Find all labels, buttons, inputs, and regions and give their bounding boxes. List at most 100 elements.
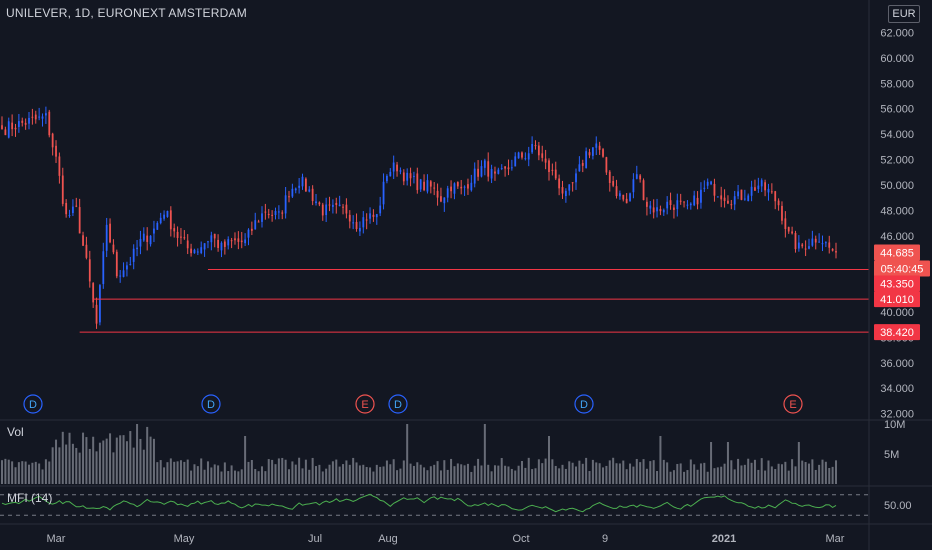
candle-body	[436, 190, 439, 198]
candle-body	[673, 207, 675, 210]
candle-body	[102, 251, 105, 284]
candle-body	[581, 163, 584, 166]
candle-body	[21, 120, 24, 123]
volume-bar	[294, 464, 297, 484]
volume-bar	[156, 462, 159, 484]
candle-body	[541, 153, 544, 158]
candle-body	[294, 188, 297, 191]
volume-bar	[531, 469, 534, 484]
event-marker-circle	[355, 394, 375, 414]
candle-body	[264, 211, 267, 213]
candle-body	[460, 186, 463, 189]
volume-bar	[669, 471, 672, 484]
volume-bar	[770, 466, 773, 484]
candle-body	[55, 145, 57, 157]
candle-body	[828, 242, 831, 248]
volume-bar	[301, 468, 304, 484]
candle-body	[568, 184, 571, 191]
candle-body	[639, 175, 642, 180]
candle-body	[369, 213, 371, 219]
candle-body	[321, 204, 324, 216]
volume-bar	[602, 467, 605, 484]
mfi-label: MFI (14)	[7, 491, 53, 505]
candle-body	[750, 186, 753, 196]
candle-body	[450, 186, 452, 192]
candle-body	[402, 172, 405, 182]
candle-body	[186, 240, 189, 249]
volume-bar	[385, 460, 388, 484]
candle-body	[193, 249, 196, 254]
volume-bar	[493, 465, 496, 484]
volume-bar	[733, 469, 736, 484]
volume-bar	[31, 462, 34, 484]
event-marker-circle	[201, 394, 221, 414]
volume-bar	[514, 470, 517, 484]
volume-bar	[196, 466, 199, 484]
volume-bar	[578, 460, 581, 484]
candle-body	[281, 212, 284, 214]
candle-body	[531, 143, 534, 153]
volume-bar	[764, 470, 767, 484]
candle-body	[490, 169, 493, 179]
candle-body	[406, 172, 409, 181]
candle-body	[338, 204, 341, 207]
candle-body	[210, 235, 213, 243]
candle-body	[467, 184, 469, 189]
volume-bar	[639, 462, 642, 484]
candle-body	[365, 219, 368, 221]
volume-bar	[672, 470, 675, 484]
event-marker-label: D	[207, 399, 215, 411]
volume-bar	[541, 463, 544, 484]
candle-body	[585, 151, 588, 168]
candle-body	[207, 241, 209, 243]
candle-body	[163, 214, 165, 219]
volume-bar	[65, 444, 68, 484]
last-price-badge-bg	[874, 244, 920, 261]
level-badge-2-bg	[874, 291, 920, 308]
volume-bar	[362, 464, 365, 484]
price-tick-label: 36.000	[880, 358, 914, 370]
candle-body	[808, 246, 810, 249]
candle-body	[733, 196, 736, 205]
price-tick-label: 50.000	[880, 180, 914, 192]
volume-bar	[416, 462, 419, 484]
volume-bar	[318, 464, 321, 484]
volume-bar	[152, 438, 155, 484]
candle-body	[561, 187, 564, 194]
volume-bar	[558, 468, 561, 484]
volume-bar	[426, 470, 429, 484]
candle-body	[183, 237, 186, 239]
candle-body	[95, 304, 98, 324]
candle-body	[656, 207, 658, 212]
volume-bar	[747, 458, 750, 484]
price-tick-label: 48.000	[880, 205, 914, 217]
candle-body	[153, 228, 155, 234]
volume-bar	[608, 460, 611, 484]
volume-bar	[828, 468, 831, 484]
candle-body	[379, 205, 382, 214]
candle-body	[413, 175, 415, 177]
volume-bar	[382, 466, 385, 484]
candle-body	[564, 190, 567, 197]
candle-body	[4, 129, 7, 136]
candle-body	[247, 229, 250, 238]
candle-body	[544, 158, 547, 163]
level-badge-1-bg	[874, 275, 920, 292]
volume-bar	[68, 432, 71, 484]
volume-bar	[284, 459, 287, 484]
volume-bar	[369, 467, 372, 484]
volume-bar	[811, 459, 814, 484]
candle-body	[271, 214, 274, 216]
volume-bar	[92, 436, 95, 484]
candle-body	[31, 116, 34, 118]
volume-bar	[399, 468, 402, 484]
currency-badge[interactable]: EUR	[888, 5, 920, 23]
volume-bar	[125, 441, 128, 484]
volume-bar	[274, 464, 277, 484]
candle-body	[72, 206, 74, 214]
candle-body	[622, 194, 625, 200]
volume-bar	[804, 462, 807, 484]
candle-body	[44, 113, 47, 116]
